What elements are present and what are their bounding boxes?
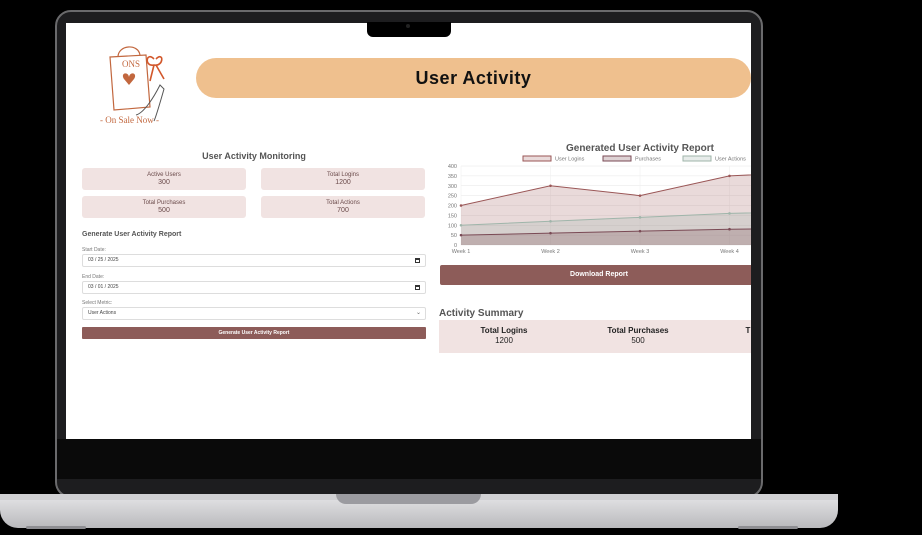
shopping-bag-logo-icon: ONS bbox=[109, 46, 165, 122]
download-report-button[interactable]: Download Report bbox=[440, 265, 751, 285]
summary-label: Total Logins bbox=[480, 326, 528, 335]
y-tick-label: 400 bbox=[448, 164, 457, 170]
y-tick-label: 350 bbox=[448, 174, 457, 180]
data-point bbox=[459, 233, 463, 237]
data-point bbox=[638, 229, 642, 233]
stat-label: Total Purchases bbox=[142, 200, 186, 206]
x-tick-label: Week 3 bbox=[631, 249, 650, 255]
report-form-title: Generate User Activity Report bbox=[82, 231, 182, 238]
summary-item: Total Purchases 500 bbox=[583, 326, 693, 345]
end-date-label: End Date: bbox=[82, 274, 105, 280]
legend-swatch bbox=[522, 155, 552, 162]
data-point bbox=[549, 231, 552, 235]
screen: ONS - On Sale Now - User Activity User A… bbox=[66, 23, 751, 439]
report-title: Generated User Activity Report bbox=[565, 143, 714, 154]
monitoring-title: User Activity Monitoring bbox=[202, 151, 306, 161]
series-area bbox=[461, 174, 751, 245]
summary-item: T bbox=[693, 326, 751, 336]
y-tick-label: 0 bbox=[454, 243, 457, 249]
bottom-bezel bbox=[57, 439, 761, 479]
laptop-hinge-notch bbox=[336, 494, 481, 504]
summary-panel: Total Logins 1200 Total Purchases 500 T bbox=[439, 320, 751, 353]
stat-active-users: Active Users 300 bbox=[82, 168, 246, 190]
calendar-icon[interactable] bbox=[415, 285, 420, 290]
data-point bbox=[638, 194, 642, 197]
end-date-input[interactable]: 03 / 01 / 2025 bbox=[82, 281, 426, 294]
y-tick-label: 300 bbox=[448, 184, 457, 190]
stat-total-actions: Total Actions 700 bbox=[261, 196, 425, 218]
series-area bbox=[461, 212, 751, 245]
stat-total-logins: Total Logins 1200 bbox=[261, 168, 425, 190]
y-tick-label: 100 bbox=[448, 223, 457, 229]
stat-label: Total Actions bbox=[326, 200, 360, 206]
stat-value: 500 bbox=[158, 207, 170, 214]
metric-label: Select Metric: bbox=[82, 300, 113, 306]
chevron-down-icon: ⌄ bbox=[415, 310, 421, 316]
y-tick-label: 50 bbox=[451, 233, 457, 239]
logo-tagline: - On Sale Now - bbox=[100, 115, 159, 125]
summary-title: Activity Summary bbox=[439, 308, 524, 319]
activity-chart: 0 50 100 150 200 250 300 350 400 Week 1 Week 2 Week… bbox=[448, 155, 751, 255]
logo-text: ONS bbox=[122, 59, 140, 69]
legend-swatch bbox=[682, 155, 712, 162]
data-point bbox=[728, 174, 731, 178]
stat-value: 300 bbox=[158, 179, 170, 186]
data-point bbox=[459, 223, 463, 227]
start-date-value: 03 / 25 / 2025 bbox=[88, 257, 119, 263]
laptop-foot-right bbox=[738, 526, 798, 529]
data-point bbox=[459, 204, 463, 207]
x-tick-label: Week 2 bbox=[541, 249, 560, 255]
summary-value: 500 bbox=[631, 336, 645, 345]
y-tick-label: 150 bbox=[448, 213, 457, 219]
start-date-input[interactable]: 03 / 25 / 2025 bbox=[82, 254, 426, 267]
summary-item: Total Logins 1200 bbox=[449, 326, 559, 345]
x-tick-label: Week 4 bbox=[720, 249, 739, 255]
stat-value: 1200 bbox=[335, 179, 351, 186]
summary-label: T bbox=[745, 326, 751, 335]
stat-value: 700 bbox=[337, 207, 349, 214]
legend-label: User Logins bbox=[555, 157, 585, 163]
calendar-icon[interactable] bbox=[415, 258, 420, 263]
camera-notch bbox=[367, 22, 451, 37]
metric-select-value: User Actions bbox=[88, 310, 117, 316]
stat-label: Active Users bbox=[147, 172, 181, 178]
stat-total-purchases: Total Purchases 500 bbox=[82, 196, 246, 218]
data-point bbox=[549, 184, 552, 188]
camera-icon bbox=[406, 24, 410, 28]
data-point bbox=[728, 212, 731, 215]
legend-label: Purchases bbox=[635, 157, 661, 163]
summary-value: 1200 bbox=[495, 336, 513, 345]
series-area bbox=[461, 228, 751, 245]
summary-label: Total Purchases bbox=[607, 326, 669, 335]
end-date-value: 03 / 01 / 2025 bbox=[88, 284, 119, 290]
start-date-label: Start Date: bbox=[82, 247, 106, 253]
data-point bbox=[728, 227, 731, 231]
legend-swatch bbox=[602, 155, 632, 162]
legend-label: User Actions bbox=[715, 157, 746, 163]
metric-select[interactable]: User Actions ⌄ bbox=[82, 307, 426, 320]
data-point bbox=[549, 220, 552, 223]
y-tick-label: 250 bbox=[448, 194, 457, 200]
data-point bbox=[638, 216, 642, 219]
stat-label: Total Logins bbox=[326, 172, 360, 178]
laptop-foot-left bbox=[26, 526, 86, 529]
page-title: User Activity bbox=[415, 67, 532, 88]
header-banner: User Activity bbox=[196, 58, 751, 98]
y-tick-label: 200 bbox=[448, 204, 457, 210]
x-tick-label: Week 1 bbox=[452, 249, 471, 255]
generate-report-button[interactable]: Generate User Activity Report bbox=[82, 327, 426, 339]
